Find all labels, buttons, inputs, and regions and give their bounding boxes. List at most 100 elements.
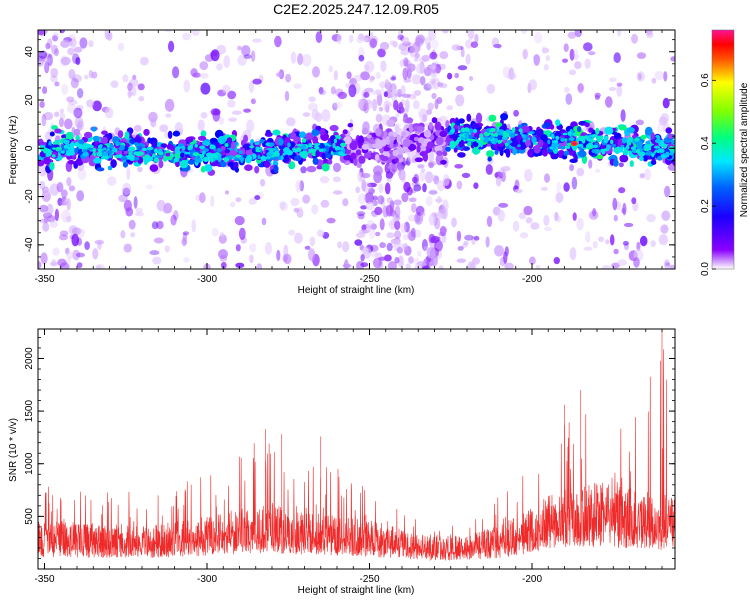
spectrogram-cell [428, 188, 438, 196]
spectrogram-cell [187, 145, 191, 151]
spectrogram-cell [555, 192, 564, 204]
colorbar-gradient [712, 30, 734, 269]
spectrogram-cell [302, 112, 311, 117]
spectrogram-cell [639, 172, 646, 178]
spectrogram-cell [235, 158, 241, 162]
spectrogram-cell [355, 232, 366, 238]
spectrogram-cell [385, 89, 394, 99]
spectrogram-cell [130, 232, 136, 238]
spectrogram-cell [445, 146, 451, 152]
spectrogram-cell [400, 49, 410, 56]
spectrogram-frame [37, 29, 676, 270]
spectrogram-cell [603, 138, 609, 144]
spectrogram-cell [475, 112, 483, 124]
spectrogram-cell [123, 243, 132, 253]
spectrogram-cell [533, 144, 541, 154]
spectrogram-cell [405, 99, 410, 112]
spectrogram-cell [332, 162, 342, 173]
x-tick-label: -250 [359, 574, 379, 585]
spectrogram-cell [408, 214, 417, 222]
spectrogram-cell [455, 85, 464, 92]
spectrogram-cell [560, 137, 565, 142]
spectrogram-cell [134, 212, 145, 217]
spectrogram-cell [76, 190, 85, 202]
spectrogram-cell [115, 141, 121, 146]
colorbar-tick-label: 0.0 [700, 262, 711, 276]
spectrogram-cell [396, 246, 403, 254]
spectrogram-cell [667, 163, 675, 171]
spectrogram-cell [497, 209, 505, 222]
spectrogram-cell [497, 140, 503, 144]
spectrogram-cell [75, 105, 84, 111]
spectrogram-cell [315, 146, 320, 150]
spectrogram-cell [38, 30, 44, 36]
spectrogram-cell [220, 232, 225, 238]
spectrogram-cell [394, 220, 401, 231]
spectrogram-cell [426, 141, 435, 149]
spectrogram-cell [431, 92, 437, 100]
spectrogram-cell [398, 101, 404, 113]
spectrogram-cell [525, 217, 533, 224]
spectrogram-cell [540, 186, 548, 191]
spectrogram-cell [343, 136, 352, 145]
spectrogram-cell [405, 263, 411, 269]
spectrogram-cell [401, 131, 407, 137]
spectrogram-cell [601, 149, 606, 155]
spectrogram-cell [629, 160, 634, 168]
spectrogram-cell [630, 146, 637, 150]
spectrogram-cell [401, 192, 409, 203]
spectrogram-cell [162, 207, 172, 214]
spectrogram-cell [622, 150, 629, 156]
spectrogram-cell [626, 127, 635, 134]
spectrogram-cell [367, 219, 374, 226]
spectrogram-cell [577, 150, 587, 158]
spectrogram-cell [50, 75, 58, 83]
spectrogram-cell [173, 210, 179, 221]
spectrogram-cell [360, 262, 369, 268]
spectrogram-cell [422, 114, 428, 123]
spectrogram-cell [398, 43, 408, 51]
spectrogram-cell [670, 56, 675, 62]
spectrogram-cell [377, 195, 385, 205]
spectrogram-cell [572, 212, 577, 221]
spectrogram-y-ticks: -40 -20 0 20 40 [24, 39, 675, 270]
x-tick-label: -350 [34, 274, 54, 285]
spectrogram-cell [58, 150, 62, 154]
spectrogram-cell [616, 85, 623, 97]
spectrogram-cell [631, 197, 637, 205]
spectrogram-cell [422, 183, 427, 193]
spectrogram-cell [156, 199, 166, 212]
spectrogram-cell [358, 155, 366, 164]
spectrogram-cell [241, 45, 251, 57]
spectrogram-cell [223, 55, 231, 68]
spectrogram-cell [172, 130, 181, 137]
spectrogram-cell [294, 232, 303, 244]
spectrogram-cell [220, 161, 227, 168]
spectrogram-cell [185, 136, 194, 143]
spectrogram-cell [398, 169, 406, 181]
spectrogram-cell [646, 31, 654, 39]
spectrogram-cell [378, 106, 384, 112]
spectrogram-cell [417, 137, 425, 144]
spectrogram-cell [402, 243, 409, 251]
spectrogram-cell [183, 79, 191, 93]
spectrogram-cell [77, 149, 84, 156]
spectrogram-cell [552, 143, 560, 147]
spectrogram-cell [350, 152, 357, 160]
spectrogram-cell [388, 135, 396, 141]
spectrogram-cell [132, 74, 137, 80]
spectrogram-cell [353, 74, 363, 82]
spectrogram-cell [361, 172, 371, 179]
spectrogram-cell [650, 240, 656, 248]
spectrogram-cell [361, 224, 367, 231]
spectrogram-cell [577, 83, 584, 92]
spectrogram-cell [553, 257, 560, 265]
spectrogram-cell [663, 71, 668, 82]
spectrogram-cell [622, 240, 629, 246]
spectrogram-cell [249, 145, 255, 149]
spectrogram-cell [555, 119, 561, 127]
spectrogram-cell [43, 148, 48, 154]
spectrogram-cell [390, 76, 396, 81]
spectrogram-cell [576, 126, 582, 133]
spectrogram-cell [43, 57, 51, 64]
